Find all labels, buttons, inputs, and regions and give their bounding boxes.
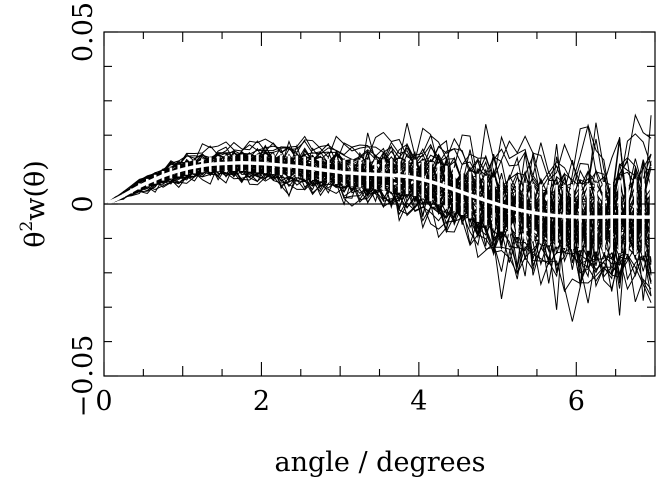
y-axis-label-sup: 2 xyxy=(17,221,37,232)
y-tick-label: 0.05 xyxy=(68,2,99,62)
y-tick-label: −0.05 xyxy=(68,335,99,418)
y-axis-label-rest: w(θ) xyxy=(20,160,51,220)
mean-line-group xyxy=(107,160,652,219)
mock-line xyxy=(107,151,652,231)
y-axis-label: θ2w(θ) xyxy=(17,160,51,248)
x-tick-label: 6 xyxy=(568,386,585,417)
axis-ticks xyxy=(103,31,656,377)
mock-line xyxy=(107,164,652,296)
x-tick-label: 4 xyxy=(410,386,427,417)
x-tick-label: 0 xyxy=(95,386,112,417)
x-axis-label: angle / degrees xyxy=(275,447,486,478)
mock-realisations xyxy=(107,113,652,322)
x-tick-label: 2 xyxy=(253,386,270,417)
mock-line xyxy=(107,115,652,217)
mock-line xyxy=(107,156,652,310)
mock-line xyxy=(107,132,652,243)
mean-line xyxy=(107,160,652,219)
mock-line xyxy=(107,168,652,322)
y-tick-labels: −0.05 0 0.05 xyxy=(68,2,99,417)
y-tick-label: 0 xyxy=(68,195,99,212)
x-tick-labels: 0 2 4 6 xyxy=(95,386,584,417)
mock-line xyxy=(107,123,652,210)
y-axis-label-symbol: θ xyxy=(20,232,51,248)
